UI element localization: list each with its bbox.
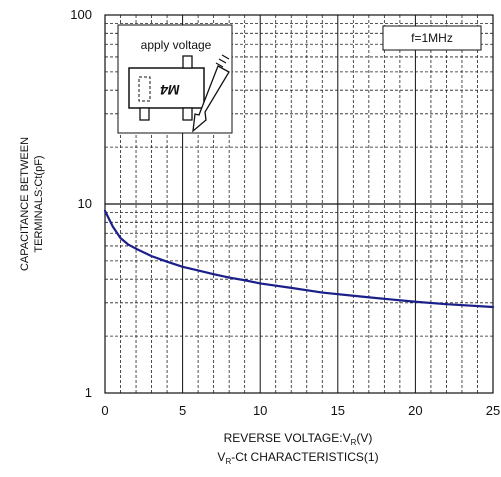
chip-pin-left-dashed xyxy=(138,76,151,102)
x-axis-title-suffix: (V) xyxy=(356,431,372,445)
x-tick-labels: 0 5 10 15 20 25 xyxy=(101,403,500,418)
y-tick-label: 100 xyxy=(70,7,92,22)
chip-body xyxy=(128,67,205,109)
x-axis-title-sub: R xyxy=(351,438,357,447)
y-axis-title-line-2: TERMINALS:Ct(pF) xyxy=(33,155,45,252)
chip-pin-bottom-left xyxy=(139,107,150,121)
x-tick-label: 25 xyxy=(486,403,500,418)
x-axis-title-prefix: REVERSE VOLTAGE:V xyxy=(224,431,351,445)
y-tick-labels: 1 10 100 xyxy=(70,7,92,400)
x-tick-label: 20 xyxy=(408,403,422,418)
x-tick-label: 15 xyxy=(331,403,345,418)
chip-marking: M4 xyxy=(160,82,180,98)
plot-frame xyxy=(104,14,494,394)
frequency-label: f=1MHz xyxy=(411,31,453,45)
chart-title-suffix: -Ct CHARACTERISTICS(1) xyxy=(231,450,378,464)
probe-tip-lines xyxy=(215,54,230,68)
probe-arrow xyxy=(192,65,230,133)
chart-title-prefix: V xyxy=(217,450,225,464)
chip-pin-top xyxy=(182,55,193,69)
x-tick-label: 10 xyxy=(253,403,267,418)
y-tick-label: 1 xyxy=(85,385,92,400)
x-axis-title: REVERSE VOLTAGE:VR(V) xyxy=(224,431,373,447)
inset-diagram: apply voltage M4 xyxy=(117,24,233,134)
x-tick-label: 0 xyxy=(101,403,108,418)
series-line-0 xyxy=(103,209,495,309)
chart-title-sub: R xyxy=(225,457,231,466)
frequency-box xyxy=(382,25,482,51)
y-tick-label: 10 xyxy=(78,196,92,211)
y-axis-title: CAPACITANCE BETWEEN TERMINALS:Ct(pF) xyxy=(19,137,45,271)
chip-pin-bottom-right xyxy=(182,107,193,121)
y-axis-title-line-1: CAPACITANCE BETWEEN xyxy=(19,137,31,271)
apply-voltage-label: apply voltage xyxy=(141,38,212,52)
chart-title: VR-Ct CHARACTERISTICS(1) xyxy=(217,450,378,466)
frequency-annotation: f=1MHz xyxy=(382,25,482,51)
x-tick-label: 5 xyxy=(179,403,186,418)
